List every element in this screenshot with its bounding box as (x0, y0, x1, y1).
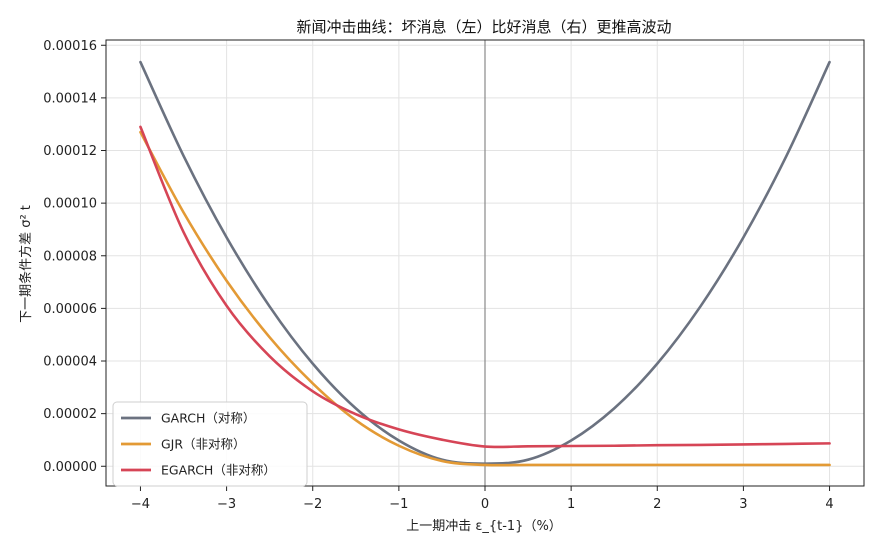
legend-box (112, 401, 308, 487)
y-tick-label: 0.00012 (43, 144, 97, 159)
legend: GARCH（对称） GJR（非对称） EGARCH（非对称） (112, 401, 308, 487)
x-tick-label: 4 (825, 497, 833, 512)
x-tick-label: 1 (567, 497, 575, 512)
y-axis-label: 下一期条件方差 σ² t (18, 205, 34, 323)
x-tick-label: −1 (389, 497, 408, 512)
x-tick-label: −2 (303, 497, 322, 512)
series-lines (139, 60, 831, 467)
chart-title: 新闻冲击曲线：坏消息（左）比好消息（右）更推高波动 (296, 18, 671, 36)
y-tick-label: 0.00010 (43, 197, 97, 212)
legend-label: GARCH（对称） (161, 411, 255, 426)
y-tick-label: 0.00006 (43, 302, 97, 317)
axis-ticks: −4 −3 −2 −1 0 1 2 3 4 0.00000 0.00002 0.00004 0.0000… (43, 39, 833, 512)
legend-label: EGARCH（非对称） (161, 463, 276, 478)
x-tick-label: 0 (481, 497, 489, 512)
x-tick-label: −3 (217, 497, 236, 512)
y-tick-label: 0.00008 (43, 249, 97, 264)
x-tick-label: 3 (739, 497, 747, 512)
series-line-1 (139, 130, 831, 467)
x-axis-label: 上一期冲击 ε_{t-1}（%） (406, 519, 562, 534)
x-tick-label: −4 (131, 497, 150, 512)
y-tick-label: 0.00002 (43, 407, 97, 422)
y-tick-label: 0.00000 (43, 460, 97, 475)
y-tick-label: 0.00016 (43, 39, 97, 54)
series-line-0 (139, 60, 831, 465)
legend-label: GJR（非对称） (161, 437, 246, 452)
series-line-2 (139, 125, 831, 449)
y-tick-label: 0.00004 (43, 355, 97, 370)
y-tick-label: 0.00014 (43, 91, 97, 106)
x-tick-label: 2 (653, 497, 661, 512)
